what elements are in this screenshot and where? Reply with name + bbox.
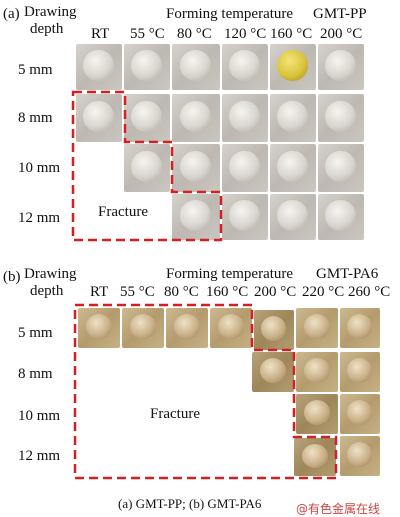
- panel-b-temp-220: 220 °C: [302, 284, 345, 300]
- panel-b-specimen-8mm-200c: [252, 352, 294, 392]
- panel-b-specimen-5mm-160c: [210, 308, 252, 348]
- panel-b-drawing-depth-line2: depth: [30, 283, 64, 299]
- panel-b-temp-200: 200 °C: [254, 284, 297, 300]
- panel-a-forming-temperature: Forming temperature: [166, 6, 294, 22]
- panel-b-specimen-8mm-220c: [296, 352, 338, 392]
- panel-a-specimen-8mm-55c: [124, 94, 170, 142]
- panel-a-specimen-5mm-80c: [172, 44, 220, 90]
- panel-a-drawing-depth-line2: depth: [30, 21, 64, 37]
- panel-a-specimen-5mm-200c: [318, 44, 364, 90]
- panel-b-depth-5: 5 mm: [18, 325, 53, 341]
- panel-a-specimen-12mm-200c: [318, 194, 364, 240]
- panel-a-temp-55: 55 °C: [130, 26, 165, 42]
- figure-caption: (a) GMT-PP; (b) GMT-PA6: [118, 496, 262, 511]
- panel-b-temp-260: 260 °C: [348, 284, 391, 300]
- panel-a-temp-120: 120 °C: [224, 26, 267, 42]
- panel-b-specimen-12mm-220c: [294, 438, 336, 476]
- panel-b-specimen-12mm-260c: [340, 436, 380, 476]
- panel-b-depth-12: 12 mm: [18, 448, 61, 464]
- panel-b-material: GMT-PA6: [316, 266, 379, 282]
- panel-b-forming-temperature: Forming temperature: [166, 266, 294, 282]
- panel-a-material: GMT-PP: [313, 6, 367, 22]
- panel-b-specimen-5mm-80c: [166, 308, 208, 348]
- panel-b-depth-8: 8 mm: [18, 366, 53, 382]
- panel-a-specimen-8mm-80c: [172, 94, 220, 142]
- panel-a-specimen-10mm-55c: [124, 144, 170, 192]
- panel-b-depth-10: 10 mm: [18, 408, 61, 424]
- panel-a-specimen-5mm-rt: [76, 44, 122, 90]
- panel-b-specimen-5mm-55c: [122, 308, 164, 348]
- panel-a-specimen-5mm-55c: [124, 44, 170, 90]
- panel-b-specimen-5mm-200c: [254, 310, 294, 350]
- panel-a-depth-10: 10 mm: [18, 160, 61, 176]
- panel-b-drawing-depth-line1: Drawing: [24, 266, 77, 282]
- panel-b-specimen-5mm-260c: [340, 308, 380, 348]
- panel-a-depth-5: 5 mm: [18, 62, 53, 78]
- panel-a-specimen-8mm-160c: [270, 94, 316, 142]
- panel-a-depth-12: 12 mm: [18, 210, 61, 226]
- panel-b-specimen-10mm-260c: [340, 394, 380, 434]
- panel-b-specimen-5mm-220c: [296, 308, 338, 348]
- panel-a-fracture-label: Fracture: [98, 204, 148, 220]
- panel-a-specimen-10mm-160c: [270, 144, 316, 192]
- panel-a-specimen-8mm-120c: [222, 94, 268, 142]
- panel-b-specimen-5mm-rt: [78, 308, 120, 348]
- panel-a-temp-80: 80 °C: [177, 26, 212, 42]
- panel-b-temp-160: 160 °C: [206, 284, 249, 300]
- panel-a-specimen-10mm-80c: [172, 144, 220, 192]
- panel-a-fracture-outline: [71, 90, 223, 242]
- panel-a-specimen-12mm-160c: [270, 194, 316, 240]
- panel-a-specimen-5mm-160c: [270, 44, 316, 90]
- panel-b-tag: (b): [3, 269, 21, 285]
- panel-a-specimen-12mm-120c: [222, 194, 268, 240]
- panel-b-fracture-outline: [73, 303, 338, 480]
- panel-a-specimen-8mm-200c: [318, 94, 364, 142]
- panel-a-specimen-5mm-120c: [222, 44, 268, 90]
- panel-b-fracture-label: Fracture: [150, 406, 200, 422]
- panel-b-temp-55: 55 °C: [120, 284, 155, 300]
- panel-a-depth-8: 8 mm: [18, 110, 53, 126]
- panel-a-specimen-10mm-120c: [222, 144, 268, 192]
- panel-a-specimen-10mm-200c: [318, 144, 364, 192]
- panel-b-specimen-10mm-220c: [296, 394, 338, 434]
- panel-a-specimen-12mm-80c: [172, 194, 220, 240]
- watermark: @有色金属在线: [296, 502, 381, 516]
- panel-a-temp-rt: RT: [91, 26, 110, 42]
- panel-b-specimen-8mm-260c: [340, 352, 380, 392]
- panel-a-specimen-8mm-rt: [76, 94, 122, 142]
- panel-a-drawing-depth-line1: Drawing: [24, 4, 77, 20]
- panel-a-temp-160: 160 °C: [270, 26, 313, 42]
- panel-b-temp-rt: RT: [90, 284, 109, 300]
- panel-a-temp-200: 200 °C: [320, 26, 363, 42]
- panel-b-temp-80: 80 °C: [164, 284, 199, 300]
- panel-a-tag: (a): [3, 6, 20, 22]
